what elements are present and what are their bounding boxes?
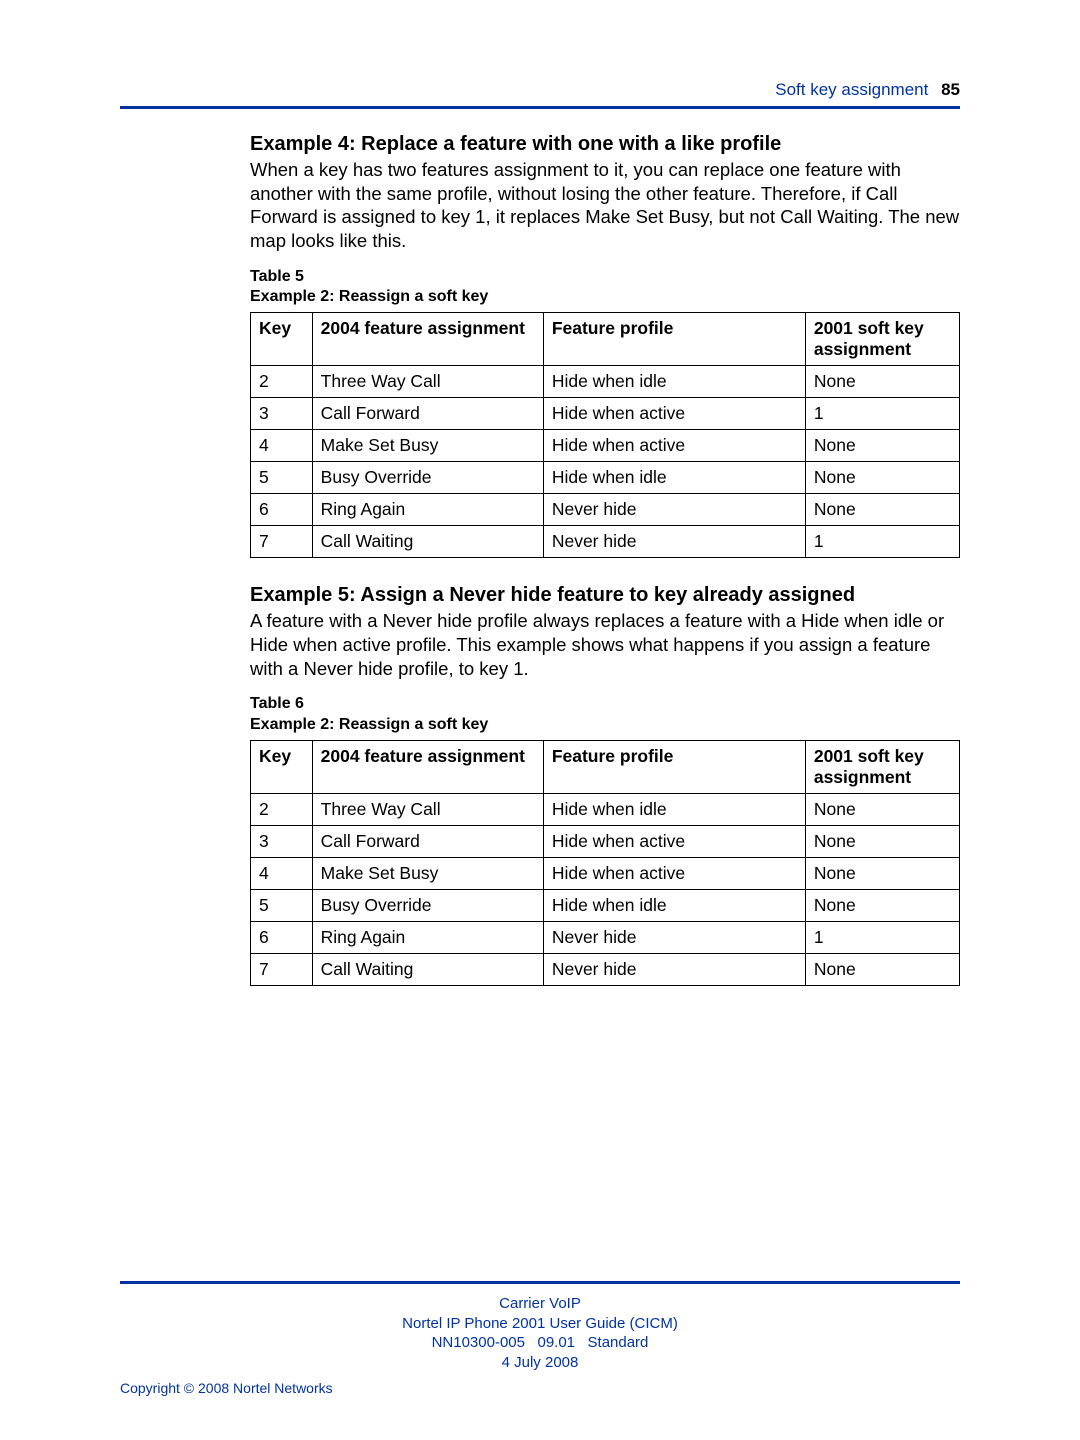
table-row: 3 Call Forward Hide when active 1 <box>251 398 960 430</box>
cell: Hide when idle <box>543 889 805 921</box>
table-row: 6 Ring Again Never hide None <box>251 494 960 526</box>
cell: 7 <box>251 526 313 558</box>
cell: Hide when idle <box>543 366 805 398</box>
footer-line1: Carrier VoIP <box>499 1295 581 1312</box>
cell: 6 <box>251 921 313 953</box>
cell: Hide when active <box>543 825 805 857</box>
th-prof: Feature profile <box>543 313 805 366</box>
cell: None <box>805 889 959 921</box>
cell: Three Way Call <box>312 366 543 398</box>
cell: None <box>805 953 959 985</box>
table-row: 6 Ring Again Never hide 1 <box>251 921 960 953</box>
cell: Never hide <box>543 526 805 558</box>
table5: Key 2004 feature assignment Feature prof… <box>250 312 960 558</box>
table6: Key 2004 feature assignment Feature prof… <box>250 740 960 986</box>
cell: 3 <box>251 825 313 857</box>
cell: 5 <box>251 462 313 494</box>
table-row: 3 Call Forward Hide when active None <box>251 825 960 857</box>
table5-caption: Table 5 Example 2: Reassign a soft key <box>250 267 960 309</box>
cell: 5 <box>251 889 313 921</box>
cell: 3 <box>251 398 313 430</box>
cell: Three Way Call <box>312 793 543 825</box>
table-row: 5 Busy Override Hide when idle None <box>251 462 960 494</box>
table-header-row: Key 2004 feature assignment Feature prof… <box>251 313 960 366</box>
cell: Call Forward <box>312 825 543 857</box>
example4-body: When a key has two features assignment t… <box>250 158 960 253</box>
cell: 4 <box>251 430 313 462</box>
table-row: 4 Make Set Busy Hide when active None <box>251 857 960 889</box>
th-prof: Feature profile <box>543 740 805 793</box>
cell: Hide when active <box>543 398 805 430</box>
table5-caption-line2: Example 2: Reassign a soft key <box>250 288 488 305</box>
cell: Hide when idle <box>543 793 805 825</box>
example4-title: Example 4: Replace a feature with one wi… <box>250 133 960 156</box>
cell: None <box>805 825 959 857</box>
cell: Hide when active <box>543 857 805 889</box>
cell: None <box>805 430 959 462</box>
th-feat: 2004 feature assignment <box>312 313 543 366</box>
table-row: 4 Make Set Busy Hide when active None <box>251 430 960 462</box>
cell: Make Set Busy <box>312 430 543 462</box>
footer-copyright: Copyright © 2008 Nortel Networks <box>120 1380 960 1396</box>
cell: Never hide <box>543 494 805 526</box>
cell: Call Forward <box>312 398 543 430</box>
example5-body: A feature with a Never hide profile alwa… <box>250 609 960 680</box>
cell: 4 <box>251 857 313 889</box>
footer: Carrier VoIP Nortel IP Phone 2001 User G… <box>120 1281 960 1396</box>
table6-caption-line2: Example 2: Reassign a soft key <box>250 716 488 733</box>
cell: None <box>805 857 959 889</box>
example5-title: Example 5: Assign a Never hide feature t… <box>250 584 960 607</box>
th-key: Key <box>251 740 313 793</box>
table-header-row: Key 2004 feature assignment Feature prof… <box>251 740 960 793</box>
cell: Hide when idle <box>543 462 805 494</box>
header-section: Soft key assignment <box>775 80 928 99</box>
table-row: 5 Busy Override Hide when idle None <box>251 889 960 921</box>
cell: Ring Again <box>312 921 543 953</box>
th-assign: 2001 soft key assignment <box>805 313 959 366</box>
cell: 2 <box>251 366 313 398</box>
footer-line4: 4 July 2008 <box>502 1354 579 1371</box>
cell: 1 <box>805 526 959 558</box>
cell: Hide when active <box>543 430 805 462</box>
cell: Busy Override <box>312 889 543 921</box>
header-rule <box>120 106 960 109</box>
table-row: 7 Call Waiting Never hide 1 <box>251 526 960 558</box>
footer-center: Carrier VoIP Nortel IP Phone 2001 User G… <box>120 1294 960 1372</box>
th-feat: 2004 feature assignment <box>312 740 543 793</box>
page-header: Soft key assignment 85 <box>120 80 960 100</box>
cell: None <box>805 494 959 526</box>
cell: 1 <box>805 398 959 430</box>
cell: 2 <box>251 793 313 825</box>
th-key: Key <box>251 313 313 366</box>
cell: None <box>805 462 959 494</box>
th-assign: 2001 soft key assignment <box>805 740 959 793</box>
cell: 7 <box>251 953 313 985</box>
cell: Call Waiting <box>312 526 543 558</box>
table5-caption-line1: Table 5 <box>250 268 304 285</box>
footer-rule <box>120 1281 960 1284</box>
table-row: 7 Call Waiting Never hide None <box>251 953 960 985</box>
table-row: 2 Three Way Call Hide when idle None <box>251 793 960 825</box>
header-pagenum: 85 <box>941 80 960 99</box>
cell: None <box>805 793 959 825</box>
table6-caption: Table 6 Example 2: Reassign a soft key <box>250 694 960 736</box>
cell: Make Set Busy <box>312 857 543 889</box>
footer-line2: Nortel IP Phone 2001 User Guide (CICM) <box>402 1315 678 1332</box>
table6-caption-line1: Table 6 <box>250 695 304 712</box>
cell: 1 <box>805 921 959 953</box>
content-area: Example 4: Replace a feature with one wi… <box>250 133 960 986</box>
cell: Never hide <box>543 921 805 953</box>
cell: Busy Override <box>312 462 543 494</box>
cell: Call Waiting <box>312 953 543 985</box>
cell: Never hide <box>543 953 805 985</box>
cell: 6 <box>251 494 313 526</box>
cell: None <box>805 366 959 398</box>
table-row: 2 Three Way Call Hide when idle None <box>251 366 960 398</box>
footer-line3: NN10300-005 09.01 Standard <box>432 1334 649 1351</box>
cell: Ring Again <box>312 494 543 526</box>
